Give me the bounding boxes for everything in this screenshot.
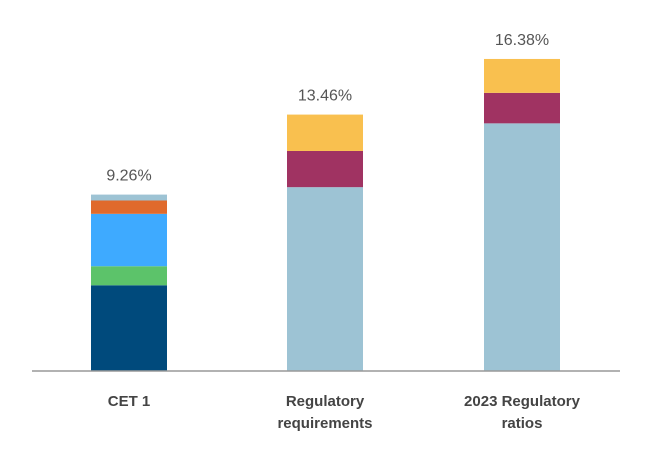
bar-segment-2-6 — [484, 58, 560, 93]
bar-segment-0-2 — [91, 213, 167, 267]
bar-segment-2-4 — [484, 123, 560, 371]
bar-segment-0-4 — [91, 194, 167, 201]
total-label-1: 13.46% — [298, 88, 352, 105]
total-label-2: 16.38% — [495, 32, 549, 49]
total-labels-layer: 9.26% 13.46% 16.38% — [106, 32, 549, 185]
category-label-2-line-0: 2023 Regulatory — [464, 393, 581, 410]
category-label-2-line-1: ratios — [502, 415, 543, 432]
bars-layer — [91, 58, 560, 371]
bar-segment-0-3 — [91, 200, 167, 214]
bar-segment-1-4 — [287, 187, 363, 371]
category-label-1-line-0: Regulatory — [286, 393, 365, 410]
category-label-1-line-1: requirements — [277, 415, 372, 432]
bar-segment-1-5 — [287, 150, 363, 188]
bar-segment-1-6 — [287, 114, 363, 151]
category-labels-layer: CET 1 Regulatory requirements 2023 Regulato… — [108, 393, 581, 432]
bar-segment-0-1 — [91, 266, 167, 286]
bar-segment-0-0 — [91, 285, 167, 371]
bar-segment-2-5 — [484, 92, 560, 124]
category-label-0-line-0: CET 1 — [108, 393, 151, 410]
total-label-0: 9.26% — [106, 168, 151, 185]
